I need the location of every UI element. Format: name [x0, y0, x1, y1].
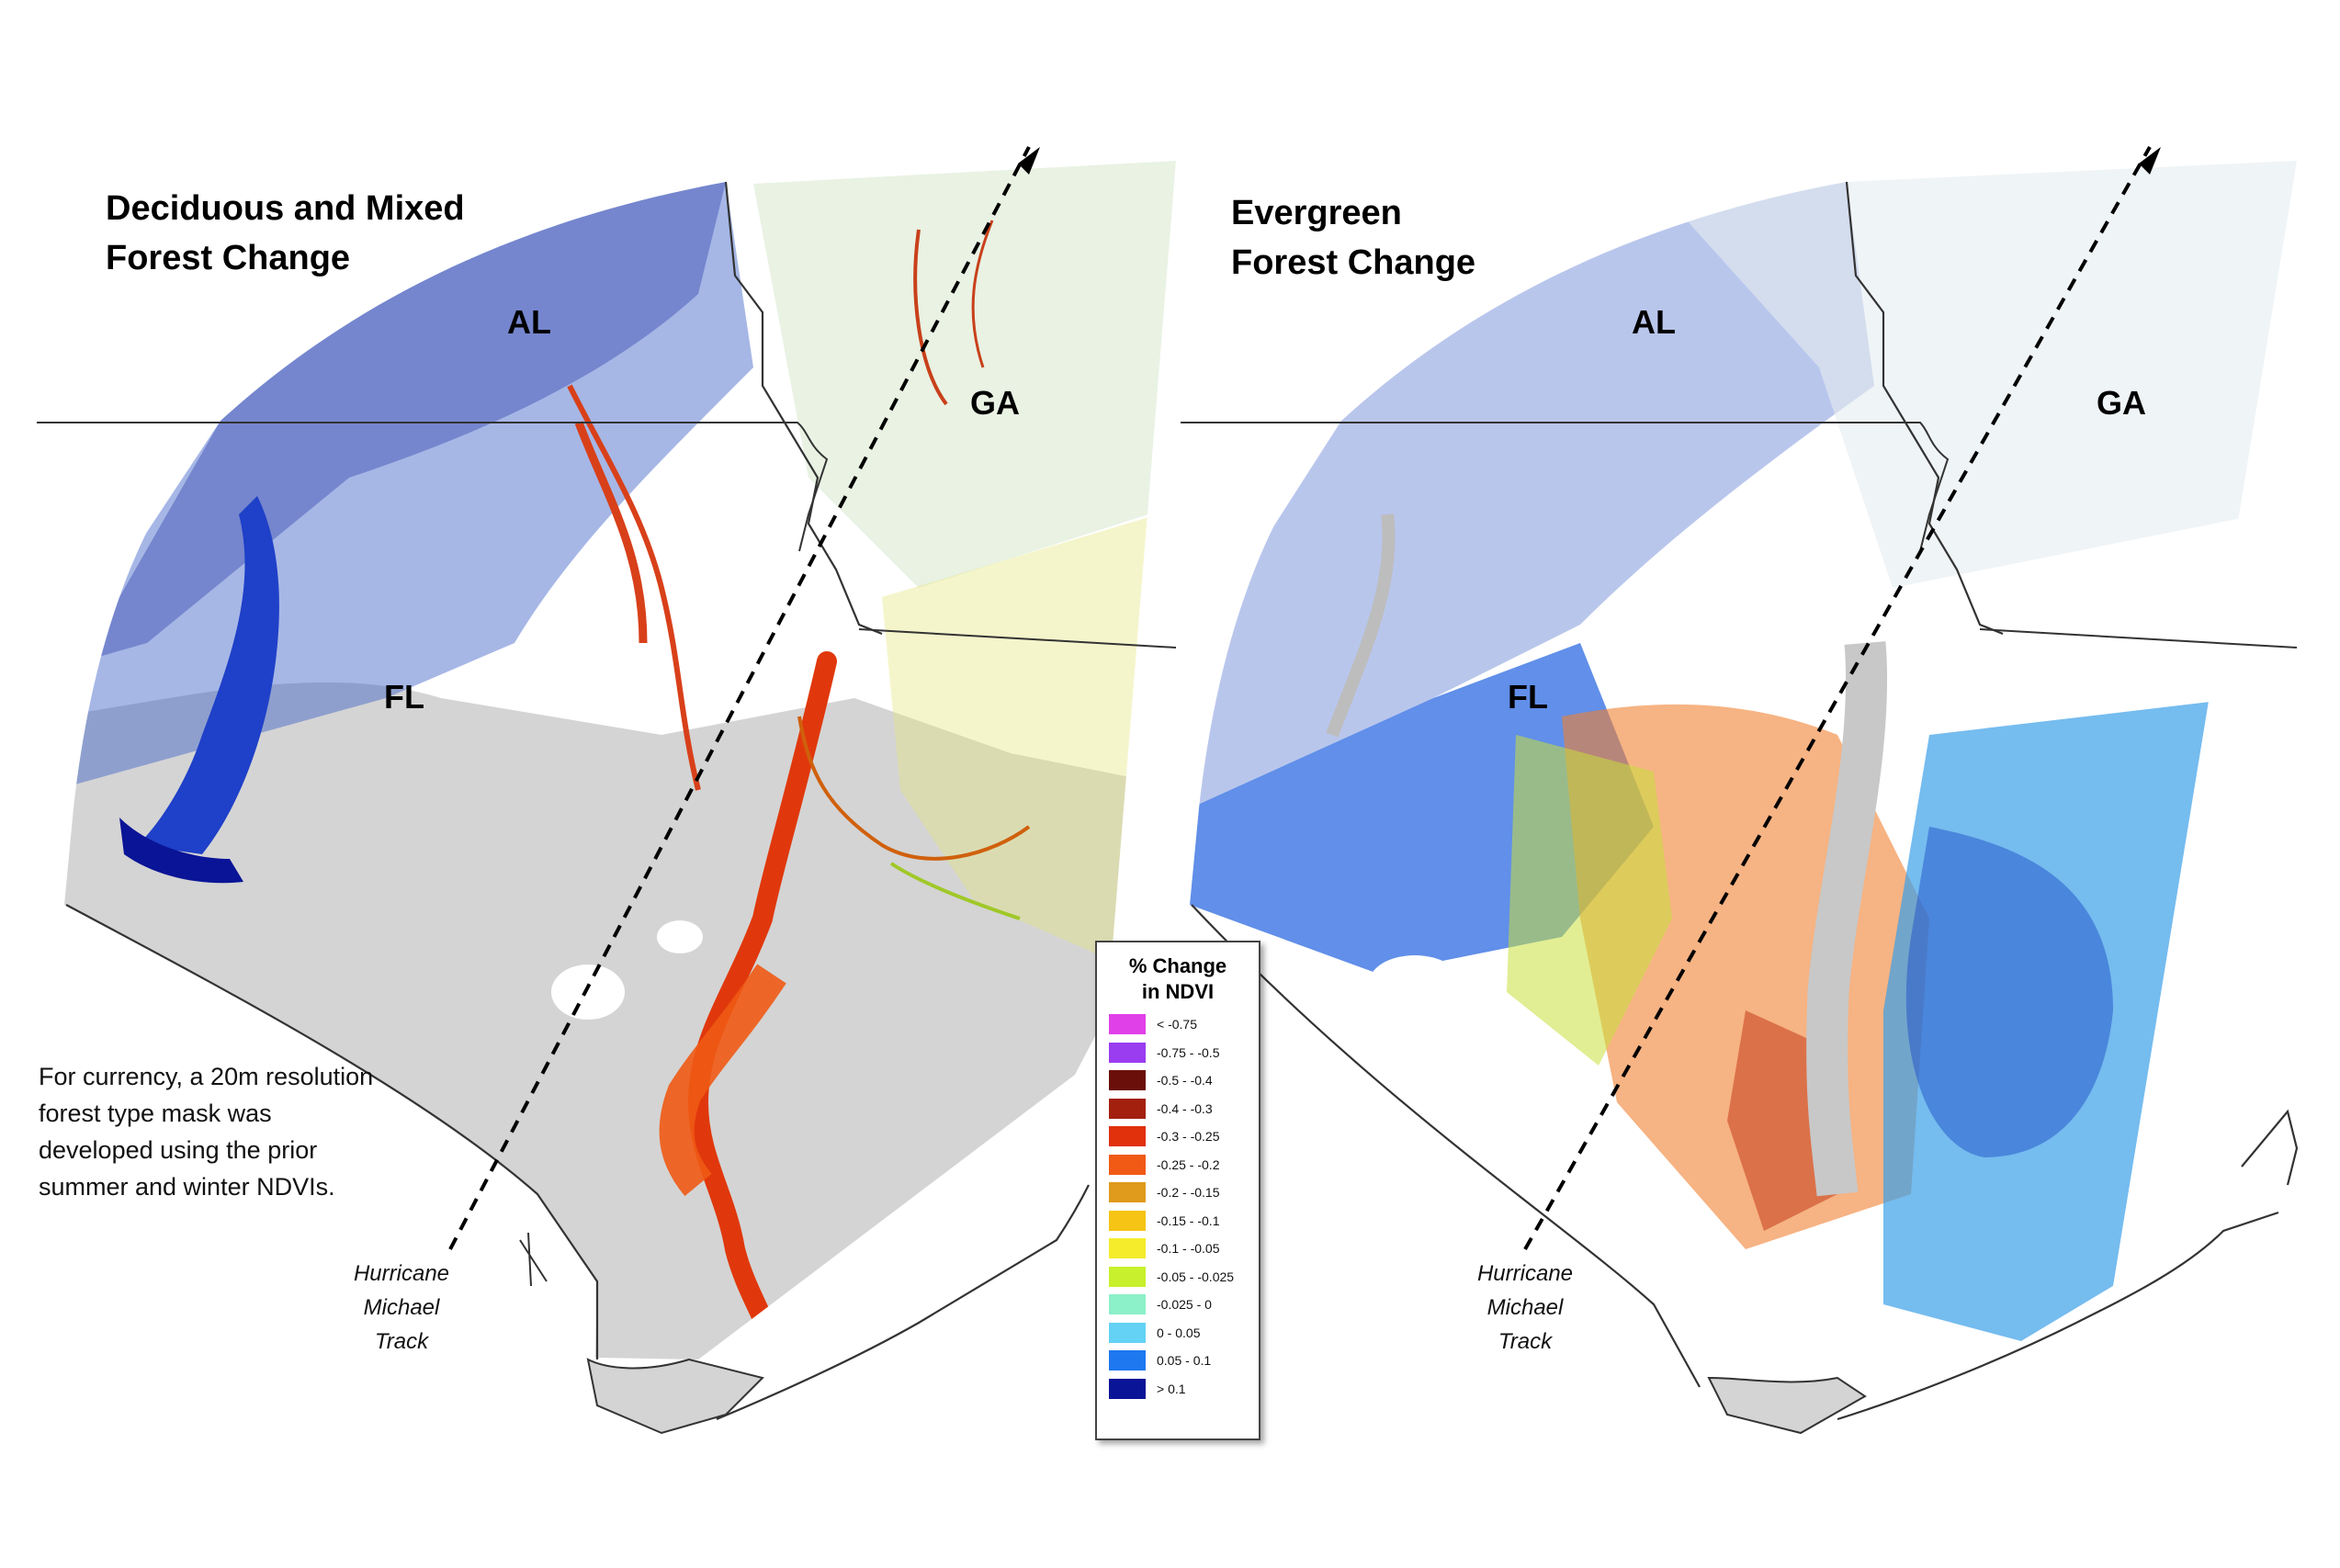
track-label-right-line3: Track [1498, 1329, 1553, 1354]
legend-item: -0.5 - -0.4 [1097, 1066, 1259, 1095]
legend-swatch [1109, 1014, 1146, 1035]
legend-item: < -0.75 [1097, 1010, 1259, 1039]
al-fl-border [37, 422, 829, 552]
legend-swatch [1109, 1042, 1146, 1063]
legend-item: -0.75 - -0.5 [1097, 1039, 1259, 1067]
track-arrow-right [2139, 147, 2161, 175]
legend-swatch [1109, 1182, 1146, 1203]
state-label-ga-right: GA [2097, 384, 2146, 422]
state-label-ga-left: GA [970, 384, 1020, 422]
legend-item: -0.4 - -0.3 [1097, 1095, 1259, 1123]
legend-swatch [1109, 1266, 1146, 1287]
track-label-left: Hurricane Michael Track [323, 1257, 480, 1359]
legend-label: > 0.1 [1157, 1381, 1186, 1396]
legend-item: 0 - 0.05 [1097, 1319, 1259, 1348]
legend-swatch [1109, 1350, 1146, 1371]
legend-swatch [1109, 1322, 1146, 1343]
track-label-left-line1: Hurricane [353, 1261, 450, 1286]
legend-swatch [1109, 1126, 1146, 1147]
track-label-left-line2: Michael [363, 1295, 440, 1320]
legend-item: 0.05 - 0.1 [1097, 1347, 1259, 1375]
note-text: For currency, a 20m resolution forest ty… [39, 1063, 374, 1201]
legend-label: -0.2 - -0.15 [1157, 1185, 1220, 1201]
legend-item: -0.25 - -0.2 [1097, 1151, 1259, 1179]
legend-swatch [1109, 1210, 1146, 1231]
legend-item: -0.3 - -0.25 [1097, 1122, 1259, 1151]
legend-label: -0.4 - -0.3 [1157, 1100, 1213, 1116]
legend-title: % Change in NDVI [1097, 953, 1259, 1005]
legend-items: < -0.75 -0.75 - -0.5 -0.5 - -0.4 -0.4 - -0.… [1097, 1010, 1259, 1403]
legend-label: 0 - 0.05 [1157, 1325, 1201, 1340]
legend-label: -0.15 - -0.1 [1157, 1213, 1220, 1228]
evergreen-title: Evergreen Forest Change [1231, 188, 1475, 288]
legend-swatch [1109, 1098, 1146, 1119]
legend-title-line1: % Change [1128, 954, 1227, 977]
state-label-al-left: AL [507, 303, 551, 341]
state-label-fl-left: FL [384, 678, 424, 716]
deciduous-title: Deciduous and Mixed Forest Change [106, 184, 465, 283]
evergreen-title-line1: Evergreen [1231, 194, 1402, 232]
deciduous-title-line1: Deciduous and Mixed [106, 189, 465, 228]
legend-label: -0.1 - -0.05 [1157, 1241, 1220, 1257]
state-label-fl-right: FL [1508, 678, 1548, 716]
evergreen-map [1190, 161, 2297, 1415]
legend-swatch [1109, 1294, 1146, 1315]
ga-border-left [724, 181, 883, 636]
legend-label: 0.05 - 0.1 [1157, 1353, 1212, 1369]
legend-label: -0.5 - -0.4 [1157, 1073, 1213, 1089]
track-label-right-line1: Hurricane [1476, 1261, 1574, 1286]
deciduous-title-line2: Forest Change [106, 239, 351, 277]
legend-label: -0.3 - -0.25 [1157, 1129, 1220, 1145]
legend: % Change in NDVI < -0.75 -0.75 - -0.5 -0.5… [1095, 941, 1260, 1440]
legend-label: -0.75 - -0.5 [1157, 1044, 1220, 1060]
hurricane-track-left [448, 146, 1031, 1250]
hurricane-track-right [1523, 146, 2152, 1250]
legend-label: -0.025 - 0 [1157, 1297, 1212, 1313]
legend-item: -0.025 - 0 [1097, 1291, 1259, 1319]
legend-label: -0.25 - -0.2 [1157, 1156, 1220, 1172]
state-label-al-right: AL [1632, 303, 1676, 341]
track-label-right: Hurricane Michael Track [1447, 1257, 1603, 1359]
coastline-left [65, 904, 599, 1359]
legend-item: -0.1 - -0.05 [1097, 1235, 1259, 1263]
legend-title-line2: in NDVI [1141, 980, 1215, 1003]
evergreen-title-line2: Forest Change [1231, 243, 1476, 282]
track-arrow-left [1018, 147, 1040, 175]
legend-item: -0.15 - -0.1 [1097, 1207, 1259, 1235]
legend-swatch [1109, 1238, 1146, 1259]
legend-swatch [1109, 1378, 1146, 1399]
legend-item: -0.05 - -0.025 [1097, 1263, 1259, 1292]
legend-swatch [1109, 1070, 1146, 1091]
track-label-left-line3: Track [374, 1329, 429, 1354]
legend-label: -0.05 - -0.025 [1157, 1269, 1235, 1284]
legend-label: < -0.75 [1157, 1017, 1197, 1032]
track-label-right-line2: Michael [1487, 1295, 1564, 1320]
legend-item: -0.2 - -0.15 [1097, 1179, 1259, 1207]
coastline-right [1191, 904, 1701, 1388]
legend-item: > 0.1 [1097, 1375, 1259, 1404]
legend-swatch [1109, 1154, 1146, 1175]
